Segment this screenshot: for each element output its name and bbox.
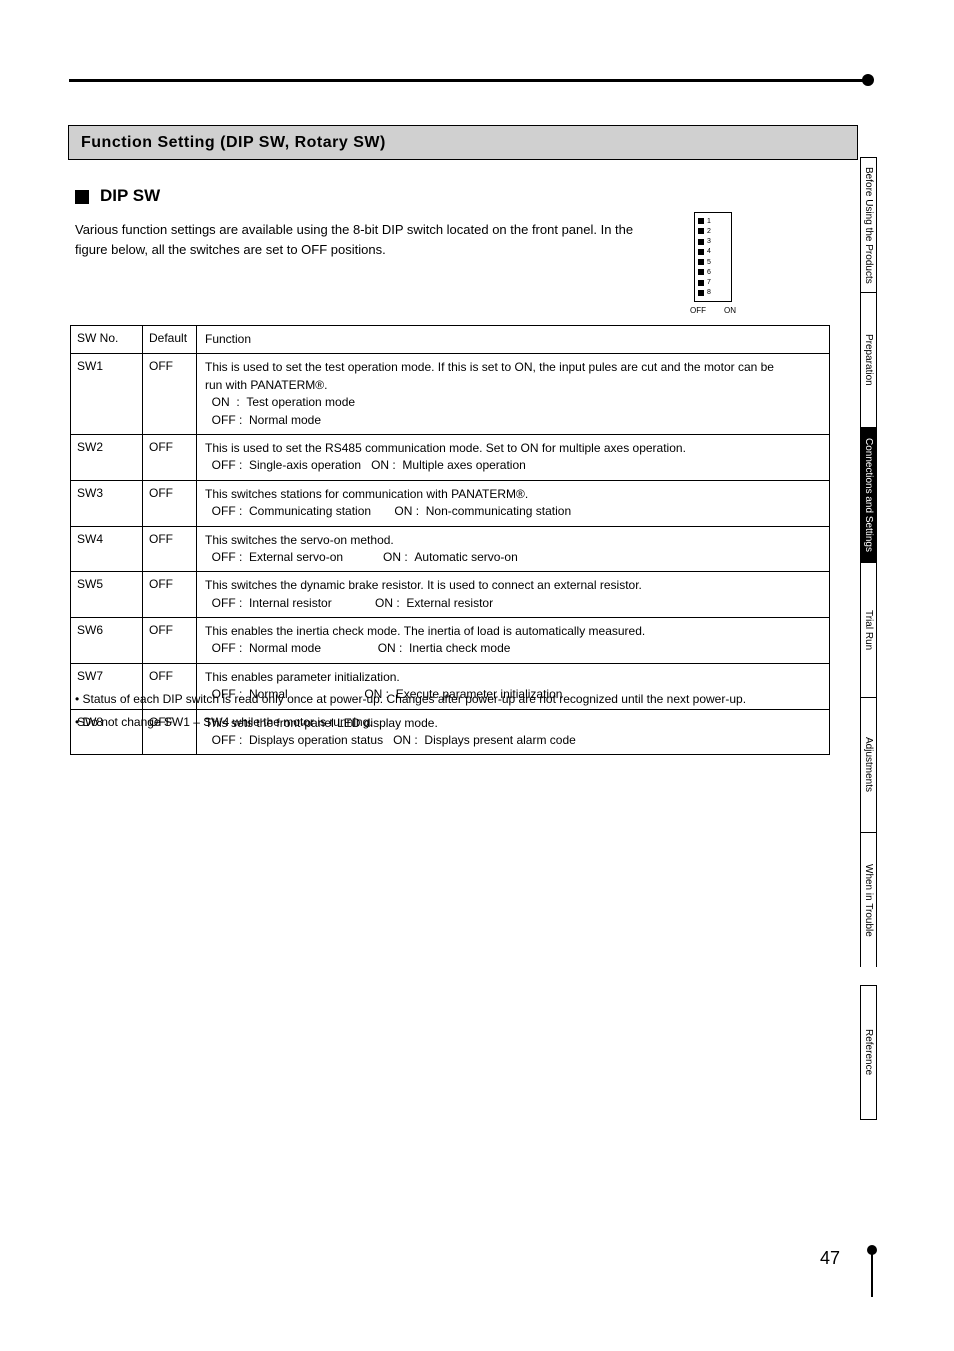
dipswitch-row: 6: [698, 268, 728, 276]
side-tab-strip: Before Using the ProductsPreparationConn…: [860, 157, 906, 1120]
subhead: DIP SW: [100, 186, 160, 206]
side-tab[interactable]: Preparation: [860, 292, 877, 427]
dipswitch-row: 4: [698, 248, 728, 256]
dipswitch-number: 6: [707, 269, 711, 276]
dipswitch-number: 4: [707, 248, 711, 255]
dipswitch-row: 2: [698, 227, 728, 235]
page-number: 47: [820, 1248, 840, 1269]
dipswitch-number: 7: [707, 279, 711, 286]
table-cell-swno: SW5: [71, 572, 143, 617]
table-row: SW5OFFThis switches the dynamic brake re…: [71, 571, 829, 617]
table-cell-default: OFF: [143, 354, 197, 434]
dipswitch-slider-icon: [698, 259, 704, 265]
table-cell-function: This switches the dynamic brake resistor…: [197, 572, 829, 617]
table-cell-function: This is used to set the RS485 communicat…: [197, 435, 829, 480]
table-row: SW4OFFThis switches the servo-on method.…: [71, 526, 829, 572]
table-cell-function: This switches the servo-on method. OFF :…: [197, 527, 829, 572]
table-header-cell: Default: [143, 326, 197, 353]
dipswitch-slider-icon: [698, 269, 704, 275]
table-row: SW3OFFThis switches stations for communi…: [71, 480, 829, 526]
side-tab[interactable]: When in Trouble: [860, 832, 877, 967]
top-rule-dot: [862, 74, 874, 86]
table-cell-default: OFF: [143, 618, 197, 663]
dipswitch-slider-icon: [698, 228, 704, 234]
dipswitch-slider-icon: [698, 290, 704, 296]
dipswitch-row: 5: [698, 258, 728, 266]
dipswitch-number: 5: [707, 259, 711, 266]
table-cell-swno: SW2: [71, 435, 143, 480]
table-cell-swno: SW3: [71, 481, 143, 526]
table-header-row: SW No.DefaultFunction: [71, 326, 829, 353]
dipswitch-number: 8: [707, 289, 711, 296]
dipswitch-slider-icon: [698, 280, 704, 286]
note-line: • Do not change SW1 – SW4 while the moto…: [75, 713, 825, 732]
table-cell-function: This switches stations for communication…: [197, 481, 829, 526]
table-row: SW1OFFThis is used to set the test opera…: [71, 353, 829, 434]
side-tab[interactable]: Trial Run: [860, 562, 877, 697]
note-line: • Status of each DIP switch is read only…: [75, 690, 825, 709]
side-tab[interactable]: Connections and Settings: [860, 427, 877, 562]
dipswitch-label-off: OFF: [690, 306, 706, 315]
page: Function Setting (DIP SW, Rotary SW) DIP…: [0, 0, 954, 1351]
dipswitch-row: 3: [698, 238, 728, 246]
bottom-rule-stem: [871, 1253, 873, 1297]
dipswitch-slider-icon: [698, 218, 704, 224]
table-cell-default: OFF: [143, 435, 197, 480]
notes-block: • Status of each DIP switch is read only…: [75, 690, 825, 735]
top-rule: [69, 79, 869, 82]
dipswitch-number: 3: [707, 238, 711, 245]
dipswitch-off-on-labels: OFF ON: [690, 306, 736, 315]
dipswitch-illustration: 1 2 3 4 5 6 7 8: [694, 212, 732, 302]
dipswitch-row: 7: [698, 279, 728, 287]
intro-paragraph: Various function settings are available …: [75, 220, 655, 260]
table-cell-function: This is used to set the test operation m…: [197, 354, 829, 434]
section-title-bar: Function Setting (DIP SW, Rotary SW): [68, 125, 858, 160]
table-cell-swno: SW6: [71, 618, 143, 663]
table-cell-default: OFF: [143, 527, 197, 572]
dipswitch-row: 8: [698, 289, 728, 297]
tab-gap: [860, 967, 906, 985]
dipswitch-slider-icon: [698, 249, 704, 255]
table-cell-swno: SW1: [71, 354, 143, 434]
side-tab[interactable]: Adjustments: [860, 697, 877, 832]
table-cell-function: This enables the inertia check mode. The…: [197, 618, 829, 663]
table-cell-default: OFF: [143, 481, 197, 526]
dipswitch-label-on: ON: [724, 306, 736, 315]
table-row: SW2OFFThis is used to set the RS485 comm…: [71, 434, 829, 480]
table-row: SW6OFFThis enables the inertia check mod…: [71, 617, 829, 663]
dipswitch-number: 1: [707, 218, 711, 225]
table-cell-swno: SW4: [71, 527, 143, 572]
subhead-bullet-icon: [75, 190, 89, 204]
side-tab[interactable]: Before Using the Products: [860, 157, 877, 292]
dipswitch-number: 2: [707, 228, 711, 235]
dipswitch-slider-icon: [698, 239, 704, 245]
dipswitch-row: 1: [698, 217, 728, 225]
table-cell-default: OFF: [143, 572, 197, 617]
side-tab[interactable]: Reference: [860, 985, 877, 1120]
table-header-cell: SW No.: [71, 326, 143, 353]
table-header-cell: Function: [197, 326, 829, 353]
